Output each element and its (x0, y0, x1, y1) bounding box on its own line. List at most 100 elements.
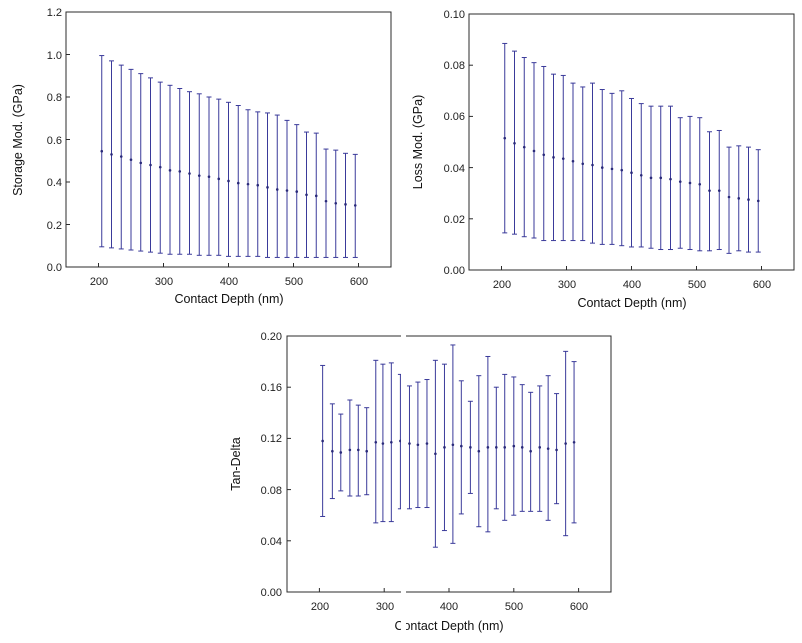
tan-delta-panel: 0.00 0.04 0.08 0.12 0.16 0.20 200 300 40… (229, 330, 612, 640)
data-point (610, 167, 614, 171)
data-point (353, 204, 357, 207)
data-points (321, 439, 576, 456)
y-tick-label: 0.02 (444, 214, 465, 226)
data-point (197, 174, 201, 177)
data-point (737, 197, 741, 200)
data-points (100, 149, 357, 207)
data-point (486, 446, 490, 449)
data-point (564, 442, 567, 445)
y-tick-label: 1.0 (47, 50, 62, 62)
tick-marks (287, 335, 580, 593)
y-axis-label: Storage Mod. (GPa) (11, 84, 25, 196)
error-bar (235, 105, 241, 257)
data-point (581, 162, 585, 166)
data-point (555, 448, 558, 452)
x-tick-label: 500 (285, 276, 303, 288)
y-tick-label: 0.08 (444, 60, 465, 72)
tick-marks (469, 13, 762, 271)
data-point (434, 452, 437, 456)
data-point (503, 446, 507, 449)
data-point (266, 186, 269, 189)
y-axis-label: Tan-Delta (229, 437, 243, 491)
data-point (348, 448, 352, 452)
error-bar (485, 355, 491, 533)
data-point (669, 177, 672, 181)
data-point (178, 170, 182, 173)
x-axis-label: Contact Depth (nm) (394, 619, 503, 633)
data-point (100, 149, 104, 153)
error-bar (347, 399, 353, 497)
error-bar (323, 148, 329, 258)
y-tick-label: 0.00 (261, 587, 282, 599)
y-tick-label: 0.8 (47, 92, 62, 104)
data-point (727, 195, 731, 199)
data-point (529, 449, 532, 453)
x-tick-label: 300 (376, 601, 394, 613)
x-axis-label: Contact Depth (nm) (174, 292, 283, 306)
y-tick-label: 0.04 (261, 536, 282, 548)
data-point (331, 449, 334, 453)
data-point (630, 171, 633, 175)
error-bar (726, 146, 732, 254)
x-tick-label: 200 (493, 279, 511, 291)
data-point (158, 165, 162, 169)
y-tick-label: 0.4 (47, 177, 62, 189)
data-point (344, 203, 347, 206)
data-point (522, 145, 526, 149)
x-tick-label: 600 (753, 279, 771, 291)
error-bars (502, 42, 761, 254)
data-point (717, 189, 721, 192)
data-point (443, 446, 446, 449)
data-point (295, 190, 299, 193)
image-splice-gap (401, 330, 406, 640)
x-tick-label: 300 (155, 276, 173, 288)
data-point (207, 175, 211, 178)
data-point (561, 157, 565, 160)
data-point (149, 163, 152, 167)
x-tick-label: 400 (440, 601, 458, 613)
x-tick-label: 400 (220, 276, 238, 288)
data-point (451, 443, 455, 447)
x-tick-label: 600 (570, 601, 588, 613)
loss-modulus-panel: 0.00 0.02 0.04 0.06 0.08 0.10 200 300 40… (411, 9, 795, 310)
x-axis-label: Contact Depth (nm) (577, 296, 686, 310)
error-bar (590, 82, 595, 244)
data-point (390, 440, 393, 444)
data-point (275, 188, 279, 191)
y-tick-label: 0.2 (47, 220, 62, 232)
x-tick-label: 500 (688, 279, 706, 291)
x-tick-label: 600 (350, 276, 368, 288)
data-point (503, 136, 507, 140)
y-tick-label: 0.0 (47, 262, 62, 274)
y-tick-label: 0.00 (444, 265, 465, 277)
data-point (639, 173, 643, 177)
error-bar (284, 119, 290, 258)
data-point (305, 193, 308, 197)
tick-marks (66, 11, 359, 268)
data-point (227, 179, 230, 183)
data-point (520, 446, 524, 449)
data-point (495, 446, 498, 449)
data-point (542, 153, 546, 157)
x-tick-label: 200 (90, 276, 108, 288)
data-point (425, 442, 429, 445)
data-point (246, 182, 250, 186)
data-point (477, 449, 481, 453)
data-point (374, 440, 378, 444)
error-bar (274, 114, 280, 258)
x-tick-label: 500 (505, 601, 523, 613)
data-point (129, 158, 133, 161)
y-tick-label: 0.10 (444, 9, 465, 21)
data-point (538, 446, 542, 449)
data-points (503, 136, 760, 203)
y-tick-label: 0.08 (261, 485, 282, 497)
error-bars (320, 344, 577, 548)
data-point (620, 168, 624, 172)
x-tick-label: 200 (311, 601, 329, 613)
y-tick-label: 0.6 (47, 135, 62, 147)
data-point (552, 156, 555, 159)
data-point (119, 155, 123, 158)
data-point (408, 442, 411, 445)
data-point (339, 451, 343, 454)
